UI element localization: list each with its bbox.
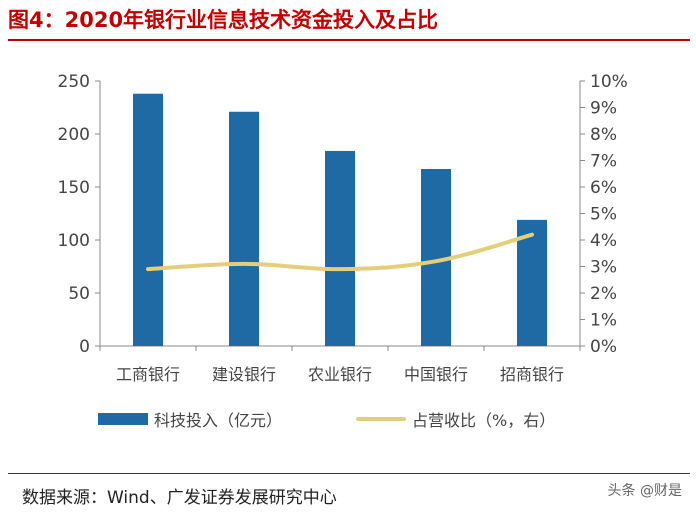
left-tick-label: 150 <box>58 178 90 198</box>
bar <box>133 93 163 346</box>
legend-label-bar: 科技投入（亿元） <box>154 411 283 430</box>
category-label: 中国银行 <box>404 365 468 384</box>
category-label: 建设银行 <box>212 365 276 384</box>
left-tick-label: 200 <box>58 125 90 145</box>
bar <box>229 111 259 347</box>
legend-label-line: 占营收比（%，右） <box>412 411 556 430</box>
bar <box>325 150 355 346</box>
right-tick-label: 7% <box>590 152 617 172</box>
category-label: 农业银行 <box>308 365 372 384</box>
legend-swatch-bar <box>98 413 148 425</box>
bar <box>517 219 547 346</box>
right-tick-label: 5% <box>590 205 617 225</box>
right-tick-label: 4% <box>590 231 617 251</box>
right-tick-label: 1% <box>590 311 617 331</box>
chart: 0 50 100 150 200 250 0% 1% 2% 3% 4% 5% 6% 7% 8% 9% 10% 工商… <box>58 72 628 384</box>
footer-divider <box>8 473 690 474</box>
legend-item-line: 占营收比（%，右） <box>356 407 555 431</box>
right-tick-label: 6% <box>590 178 617 198</box>
right-tick-label: 3% <box>590 258 617 278</box>
left-tick-label: 0 <box>79 337 90 357</box>
left-tick-label: 250 <box>58 72 90 92</box>
legend-swatch-line <box>356 417 406 421</box>
right-tick-label: 10% <box>590 72 628 92</box>
right-tick-label: 2% <box>590 284 617 304</box>
watermark: 头条 @财是 <box>607 483 682 499</box>
right-tick-label: 8% <box>590 125 617 145</box>
left-tick-label: 100 <box>58 231 90 251</box>
source-note: 数据来源：Wind、广发证券发展研究中心 <box>22 488 337 508</box>
category-label: 工商银行 <box>116 365 180 384</box>
title-divider <box>8 39 690 41</box>
category-label: 招商银行 <box>500 365 564 384</box>
legend-item-bar: 科技投入（亿元） <box>98 407 282 431</box>
chart-title: 图4：2020年银行业信息技术资金投入及占比 <box>8 8 439 32</box>
left-tick-label: 50 <box>68 284 90 304</box>
right-tick-label: 0% <box>590 337 617 357</box>
right-tick-label: 9% <box>590 99 617 119</box>
